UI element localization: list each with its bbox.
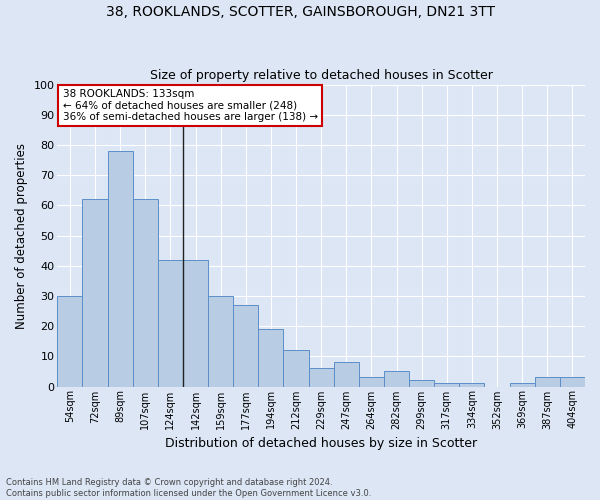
Text: 38, ROOKLANDS, SCOTTER, GAINSBOROUGH, DN21 3TT: 38, ROOKLANDS, SCOTTER, GAINSBOROUGH, DN… — [106, 5, 494, 19]
Bar — [434, 384, 460, 386]
Bar — [82, 200, 107, 386]
Bar — [308, 368, 334, 386]
Bar — [509, 384, 535, 386]
Bar — [158, 260, 183, 386]
Bar — [460, 384, 484, 386]
Text: Contains HM Land Registry data © Crown copyright and database right 2024.
Contai: Contains HM Land Registry data © Crown c… — [6, 478, 371, 498]
Bar — [359, 378, 384, 386]
Bar — [208, 296, 233, 386]
Bar — [560, 378, 585, 386]
Bar — [409, 380, 434, 386]
Bar — [58, 296, 82, 386]
Bar — [233, 305, 259, 386]
Y-axis label: Number of detached properties: Number of detached properties — [15, 142, 28, 328]
Bar — [259, 329, 283, 386]
Bar — [283, 350, 308, 386]
Bar — [334, 362, 359, 386]
Bar — [107, 151, 133, 386]
Title: Size of property relative to detached houses in Scotter: Size of property relative to detached ho… — [150, 69, 493, 82]
X-axis label: Distribution of detached houses by size in Scotter: Distribution of detached houses by size … — [165, 437, 477, 450]
Text: 38 ROOKLANDS: 133sqm
← 64% of detached houses are smaller (248)
36% of semi-deta: 38 ROOKLANDS: 133sqm ← 64% of detached h… — [62, 89, 318, 122]
Bar — [133, 200, 158, 386]
Bar — [384, 372, 409, 386]
Bar — [183, 260, 208, 386]
Bar — [535, 378, 560, 386]
